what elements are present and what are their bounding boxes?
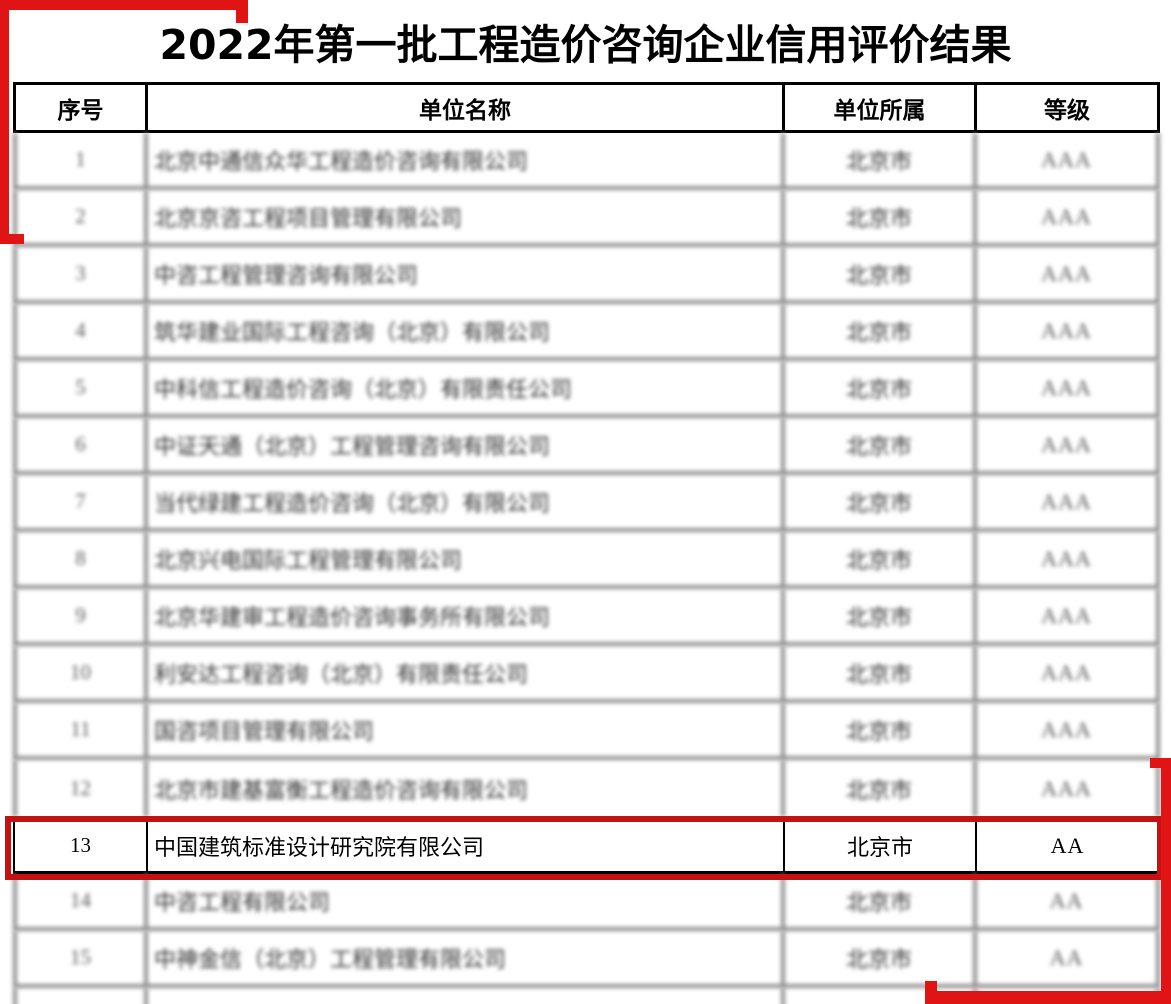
table-row: 12 北京市建基富衡工程造价咨询有限公司 北京市 AAA <box>13 760 1160 817</box>
cell-serial: 14 <box>13 874 148 927</box>
cell-region: 北京市 <box>785 874 977 927</box>
highlight-bracket-bottom-right-horizontal <box>925 991 1171 1004</box>
cell-serial: 1 <box>13 133 148 186</box>
cell-company: 中证天通（北京）工程管理咨询有限公司 <box>148 418 785 471</box>
cell-serial: 15 <box>13 931 148 984</box>
cell-region: 北京市 <box>785 589 977 642</box>
header-region: 单位所属 <box>785 85 977 130</box>
cell-grade: AAA <box>977 703 1160 756</box>
table-row: 11 国咨项目管理有限公司 北京市 AAA <box>13 703 1160 760</box>
cell-company: 中咨工程有限公司 <box>148 874 785 927</box>
cell-serial: 8 <box>13 532 148 585</box>
cell-company: 国咨项目管理有限公司 <box>148 703 785 756</box>
cell-company: 北京华建审工程造价咨询事务所有限公司 <box>148 589 785 642</box>
table-row: 6 中证天通（北京）工程管理咨询有限公司 北京市 AAA <box>13 418 1160 475</box>
cell-company: 北京中通信众华工程造价咨询有限公司 <box>148 133 785 186</box>
cell-grade: AAA <box>977 760 1160 817</box>
cell-grade: AAA <box>977 532 1160 585</box>
cell-company: 中国建筑标准设计研究院有限公司 <box>148 820 785 871</box>
cell-serial: 7 <box>13 475 148 528</box>
table-row: 8 北京兴电国际工程管理有限公司 北京市 AAA <box>13 532 1160 589</box>
cell-grade: AA <box>977 931 1160 984</box>
cell-grade: AAA <box>977 133 1160 186</box>
cell-serial: 13 <box>13 820 148 871</box>
header-grade: 等级 <box>977 85 1160 130</box>
table-row: 5 中科信工程造价咨询（北京）有限责任公司 北京市 AAA <box>13 361 1160 418</box>
cell-company: 中科信工程造价咨询（北京）有限责任公司 <box>148 361 785 414</box>
cell-grade: AAA <box>977 418 1160 471</box>
table-row: 2 北京京咨工程项目管理有限公司 北京市 AAA <box>13 190 1160 247</box>
cell-region: 北京市 <box>785 304 977 357</box>
cell-grade: AAA <box>977 304 1160 357</box>
cell-region: 北京市 <box>785 760 977 817</box>
cell-serial: 12 <box>13 760 148 817</box>
table-row: 1 北京中通信众华工程造价咨询有限公司 北京市 AAA <box>13 133 1160 190</box>
header-company: 单位名称 <box>148 85 785 130</box>
cell-company: 当代绿建工程造价咨询（北京）有限公司 <box>148 475 785 528</box>
cell-company <box>148 988 785 1004</box>
cell-region: 北京市 <box>785 532 977 585</box>
cell-company: 利安达工程咨询（北京）有限责任公司 <box>148 646 785 699</box>
cell-serial: 6 <box>13 418 148 471</box>
table-header-row: 序号 单位名称 单位所属 等级 <box>13 82 1160 133</box>
cell-serial: 11 <box>13 703 148 756</box>
cell-region: 北京市 <box>785 190 977 243</box>
cell-region: 北京市 <box>785 247 977 300</box>
table-row: 4 筑华建业国际工程咨询（北京）有限公司 北京市 AAA <box>13 304 1160 361</box>
table-row: 7 当代绿建工程造价咨询（北京）有限公司 北京市 AAA <box>13 475 1160 532</box>
cell-company: 北京兴电国际工程管理有限公司 <box>148 532 785 585</box>
table-row: 15 中神金信（北京）工程管理有限公司 北京市 AA <box>13 931 1160 988</box>
cell-region: 北京市 <box>785 133 977 186</box>
cell-region: 北京市 <box>785 646 977 699</box>
table-row: 14 中咨工程有限公司 北京市 AA <box>13 874 1160 931</box>
highlight-bracket-top-left-horizontal <box>0 0 248 10</box>
highlight-bracket-bottom-right-end-tick <box>925 981 937 1004</box>
cell-serial: 9 <box>13 589 148 642</box>
highlight-bracket-bottom-right-vertical <box>1161 758 1171 1004</box>
cell-company: 北京市建基富衡工程造价咨询有限公司 <box>148 760 785 817</box>
cell-region: 北京市 <box>785 931 977 984</box>
highlight-box-row-13 <box>5 816 1163 880</box>
highlight-bracket-top-left-foot <box>0 234 24 244</box>
highlight-bracket-bottom-right-top-tick <box>1150 758 1171 768</box>
cell-region: 北京市 <box>785 703 977 756</box>
cell-company: 中咨工程管理咨询有限公司 <box>148 247 785 300</box>
header-serial: 序号 <box>13 85 148 130</box>
cell-grade: AAA <box>977 646 1160 699</box>
cell-region: 北京市 <box>785 418 977 471</box>
cell-company: 筑华建业国际工程咨询（北京）有限公司 <box>148 304 785 357</box>
cell-grade: AAA <box>977 247 1160 300</box>
highlight-bracket-top-left-tick <box>236 0 248 23</box>
cell-grade: AAA <box>977 475 1160 528</box>
credit-rating-table: 序号 单位名称 单位所属 等级 1 北京中通信众华工程造价咨询有限公司 北京市 … <box>13 82 1160 1004</box>
cell-region: 北京市 <box>785 820 977 871</box>
cell-grade: AAA <box>977 190 1160 243</box>
cell-serial: 2 <box>13 190 148 243</box>
page-title: 2022年第一批工程造价咨询企业信用评价结果 <box>159 21 1012 69</box>
cell-serial: 4 <box>13 304 148 357</box>
cell-company: 中神金信（北京）工程管理有限公司 <box>148 931 785 984</box>
cell-serial: 10 <box>13 646 148 699</box>
cell-serial: 3 <box>13 247 148 300</box>
cell-grade: AAA <box>977 589 1160 642</box>
cell-company: 北京京咨工程项目管理有限公司 <box>148 190 785 243</box>
cell-region: 北京市 <box>785 475 977 528</box>
cell-grade: AAA <box>977 361 1160 414</box>
table-row: 9 北京华建审工程造价咨询事务所有限公司 北京市 AAA <box>13 589 1160 646</box>
cell-grade: AA <box>977 874 1160 927</box>
table-row: 3 中咨工程管理咨询有限公司 北京市 AAA <box>13 247 1160 304</box>
highlight-bracket-top-left-vertical <box>0 0 9 244</box>
table-row: 10 利安达工程咨询（北京）有限责任公司 北京市 AAA <box>13 646 1160 703</box>
cell-serial: 5 <box>13 361 148 414</box>
cell-region: 北京市 <box>785 361 977 414</box>
cell-serial <box>13 988 148 1004</box>
